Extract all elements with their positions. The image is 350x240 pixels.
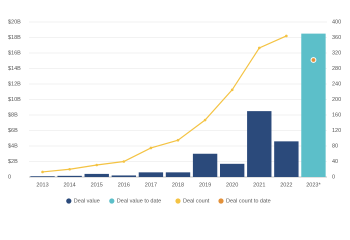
bar [30, 176, 55, 177]
y-tick-label: $20B [8, 19, 21, 25]
y2-tick-label: 120 [332, 128, 341, 134]
y2-tick-label: 200 [332, 97, 341, 103]
x-tick-label: 2019 [199, 182, 211, 188]
legend-marker [66, 198, 72, 204]
x-tick-label: 2016 [118, 182, 130, 188]
legend-label: Deal count to date [226, 198, 271, 204]
bar [219, 163, 245, 177]
y-tick-label: $4B [8, 143, 18, 149]
y-tick-label: $2B [8, 159, 18, 165]
legend-marker [109, 198, 115, 204]
legend-marker [218, 198, 224, 204]
point [310, 57, 317, 63]
chart: 0 $2B $4B $6B $8B $10B $12B $14B $16B $18B $20B 0 40… [8, 19, 341, 204]
line-point [203, 118, 207, 122]
line [42, 35, 287, 173]
legend-label: Deal value [74, 198, 100, 204]
y2-tick-label: 80 [332, 143, 338, 149]
x-tick-label: 2020 [226, 182, 238, 188]
y2-tick-label: 240 [332, 81, 341, 87]
bar [247, 111, 272, 177]
line-point [176, 138, 180, 142]
bar [192, 153, 218, 177]
x-tick-label: 2022 [280, 182, 292, 188]
legend-label: Deal value to date [117, 198, 161, 204]
y-tick-label: 0 [8, 174, 11, 180]
y-tick-label: $6B [8, 128, 18, 134]
bar [84, 173, 109, 177]
line-point [95, 163, 99, 167]
line-point [285, 34, 288, 38]
y2-tick-label: 400 [332, 19, 341, 25]
line-point [230, 88, 234, 92]
bar [57, 175, 82, 177]
y-tick-label: $18B [8, 35, 21, 41]
legend-marker [175, 198, 181, 204]
line-point [257, 46, 261, 50]
bar [111, 175, 137, 177]
y-tick-label: $16B [8, 50, 21, 56]
bar [138, 172, 164, 177]
y-tick-label: $14B [8, 66, 21, 72]
x-tick-label: 2015 [91, 182, 103, 188]
line-point [41, 170, 44, 174]
line-point [149, 146, 153, 150]
bar [165, 172, 191, 177]
bar [301, 33, 326, 177]
y2-tick-label: 160 [332, 112, 341, 118]
y2-tick-label: 0 [332, 174, 335, 180]
y-tick-label: $8B [8, 112, 18, 118]
y2-tick-label: 40 [332, 159, 338, 165]
x-tick-label: 2018 [172, 182, 184, 188]
y-tick-label: $10B [8, 97, 21, 103]
y2-tick-label: 360 [332, 35, 341, 41]
x-tick-label: 2014 [64, 182, 76, 188]
y2-tick-label: 280 [332, 66, 341, 72]
x-tick-label: 2013 [36, 182, 48, 188]
legend-label: Deal count [183, 198, 210, 204]
x-tick-label: 2023* [306, 182, 321, 188]
line-point [122, 160, 126, 163]
bar [274, 141, 299, 177]
y2-tick-label: 320 [332, 50, 341, 56]
x-tick-label: 2017 [145, 182, 157, 188]
x-tick-label: 2021 [253, 182, 265, 188]
y-tick-label: $12B [8, 81, 21, 87]
line-point [68, 167, 71, 171]
